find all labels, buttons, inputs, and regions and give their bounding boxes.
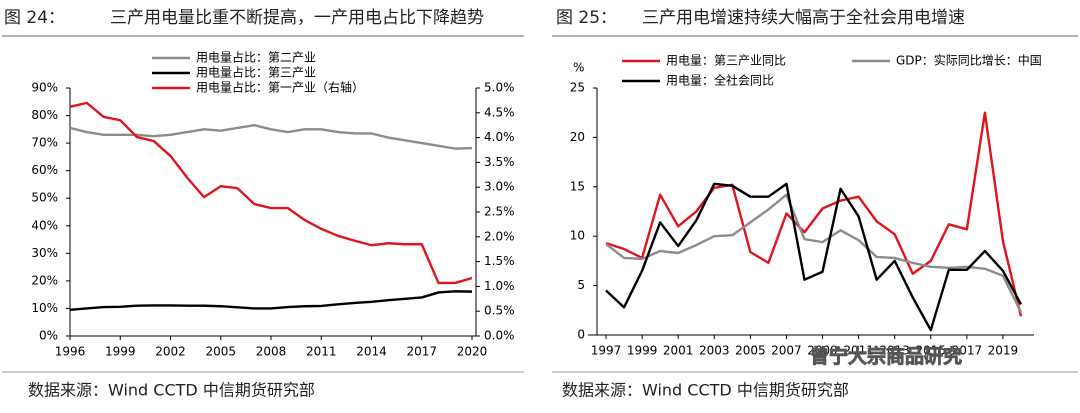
x-tick-label: 2003 xyxy=(699,344,730,358)
x-tick-label: 2015 xyxy=(915,344,946,358)
x-tick-label: 1999 xyxy=(627,344,658,358)
figure-label: 图 24： xyxy=(4,8,65,28)
y2-tick-label: 2.0% xyxy=(484,229,515,243)
series-line xyxy=(69,290,473,312)
y-tick-label: 50% xyxy=(31,191,58,205)
x-tick-label: 1996 xyxy=(55,345,86,359)
y2-tick-label: 0.5% xyxy=(484,304,515,318)
x-tick-label: 2001 xyxy=(663,344,694,358)
chart-title: 三产用电增速持续大幅高于全社会用电增速 xyxy=(642,8,965,28)
watermark: 曾宁大宗商品研究 xyxy=(810,345,962,368)
y-tick-label: 60% xyxy=(31,163,58,177)
y2-tick-label: 4.5% xyxy=(484,105,515,119)
series-line xyxy=(605,182,1023,332)
legend-label: 用电量占比：第三产业 xyxy=(196,65,316,80)
source: 数据来源：Wind CCTD 中信期货研究部 xyxy=(28,381,315,400)
x-tick-label: 2005 xyxy=(205,345,236,359)
x-tick-label: 2020 xyxy=(457,345,488,359)
legend-label: 用电量：第三产业同比 xyxy=(666,54,786,68)
y-axis-label: % xyxy=(573,61,584,75)
x-tick-label: 2019 xyxy=(988,344,1019,358)
y-tick-label: 5 xyxy=(577,278,585,292)
x-tick-label: 2014 xyxy=(356,345,387,359)
x-tick-label: 1999 xyxy=(105,345,136,359)
x-tick-label: 2017 xyxy=(952,344,983,358)
figure-label: 图 25： xyxy=(556,8,617,28)
y-tick-label: 30% xyxy=(31,246,58,260)
y2-tick-label: 5.0% xyxy=(484,81,515,95)
y2-tick-label: 3.5% xyxy=(484,155,515,169)
x-tick-label: 2005 xyxy=(735,344,766,358)
y2-tick-label: 4.0% xyxy=(484,130,515,144)
x-tick-label: 2017 xyxy=(406,345,437,359)
x-tick-label: 2011 xyxy=(843,344,874,358)
chart-title: 三产用电量比重不断提高，一产用电占比下降趋势 xyxy=(110,8,484,28)
series-line xyxy=(605,193,1023,313)
x-tick-label: 2002 xyxy=(155,345,186,359)
y-tick-label: 25 xyxy=(570,81,585,95)
y-tick-label: 0 xyxy=(577,328,585,342)
series-line xyxy=(605,111,1023,317)
y-tick-label: 10 xyxy=(570,229,585,243)
y-tick-label: 10% xyxy=(31,301,58,315)
y-tick-label: 20 xyxy=(570,130,585,144)
series-line xyxy=(69,124,473,150)
x-tick-label: 2007 xyxy=(771,344,802,358)
x-tick-label: 1997 xyxy=(591,344,622,358)
y2-tick-label: 2.5% xyxy=(484,205,515,219)
source: 数据来源：Wind CCTD 中信期货研究部 xyxy=(562,381,849,400)
y-tick-label: 0% xyxy=(39,329,58,343)
y2-tick-label: 3.0% xyxy=(484,180,515,194)
legend-label: 用电量占比：第一产业（右轴） xyxy=(196,80,364,95)
legend-label: GDP：实际同比增长：中国 xyxy=(896,53,1042,68)
y-tick-label: 80% xyxy=(31,108,58,122)
y2-tick-label: 1.0% xyxy=(484,279,515,293)
x-tick-label: 2008 xyxy=(256,345,287,359)
y-tick-label: 90% xyxy=(31,81,58,95)
y-tick-label: 40% xyxy=(31,218,58,232)
x-tick-label: 2009 xyxy=(807,344,838,358)
series-line xyxy=(69,101,473,285)
y-tick-label: 15 xyxy=(570,179,585,193)
x-tick-label: 2013 xyxy=(879,344,910,358)
y2-tick-label: 1.5% xyxy=(484,254,515,268)
y-tick-label: 20% xyxy=(31,273,58,287)
legend-label: 用电量：全社会同比 xyxy=(666,73,774,88)
y2-tick-label: 0.0% xyxy=(484,329,515,343)
y-tick-label: 70% xyxy=(31,136,58,150)
x-tick-label: 2011 xyxy=(306,345,337,359)
legend-label: 用电量占比：第二产业 xyxy=(196,50,316,65)
